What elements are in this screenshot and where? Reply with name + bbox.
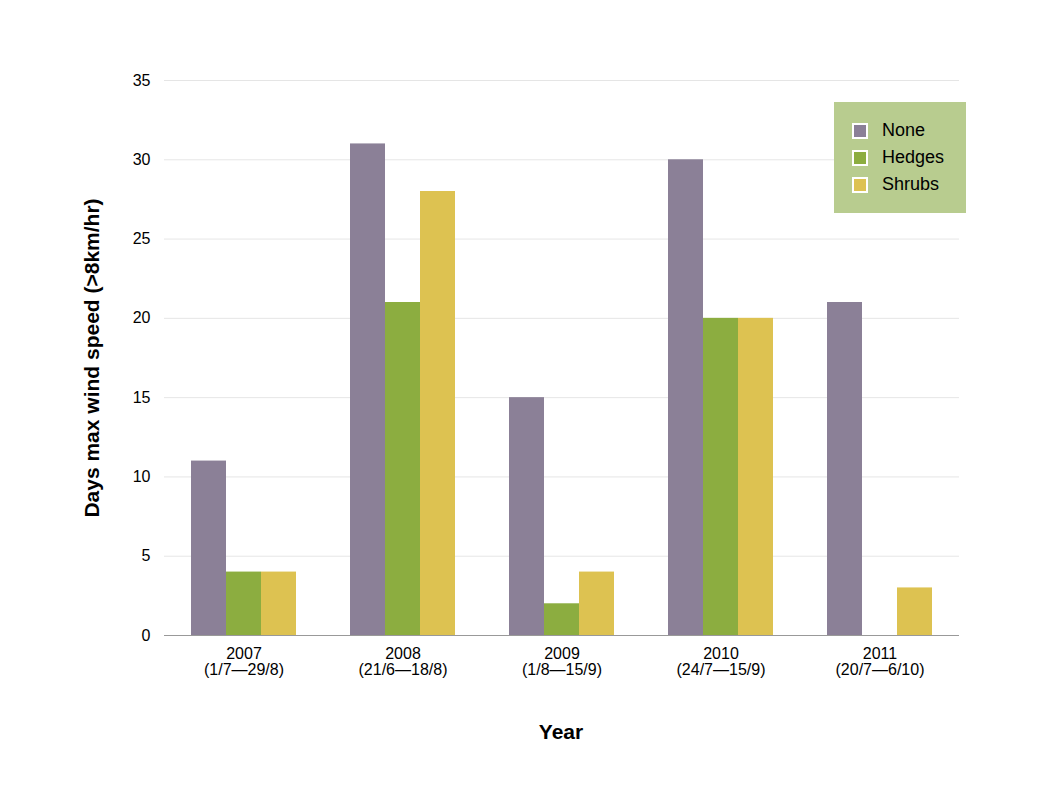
- svg-text:30: 30: [133, 151, 151, 168]
- svg-text:2011(20/7—6/10): 2011(20/7—6/10): [836, 645, 925, 678]
- svg-text:5: 5: [142, 547, 151, 564]
- svg-text:20: 20: [133, 309, 151, 326]
- html-text:Days max wind speed (>8km/hr): Days max wind speed (>8km/hr): [80, 197, 103, 518]
- svg-text:10: 10: [133, 468, 151, 485]
- html-text:None: None: [882, 120, 925, 140]
- html-text:Shrubs: Shrubs: [882, 174, 939, 194]
- svg-text:0: 0: [142, 627, 151, 644]
- html-text:Year: Year: [538, 720, 584, 743]
- html-text:Hedges: Hedges: [882, 147, 944, 167]
- svg-text:2010(24/7—15/9): 2010(24/7—15/9): [677, 645, 766, 678]
- svg-text:2009(1/8—15/9): 2009(1/8—15/9): [522, 645, 602, 678]
- svg-text:35: 35: [133, 72, 151, 89]
- svg-text:15: 15: [133, 389, 151, 406]
- svg-text:2007(1/7—29/8): 2007(1/7—29/8): [204, 645, 284, 678]
- svg-text:25: 25: [133, 230, 151, 247]
- svg-text:2008(21/6—18/8): 2008(21/6—18/8): [359, 645, 448, 678]
